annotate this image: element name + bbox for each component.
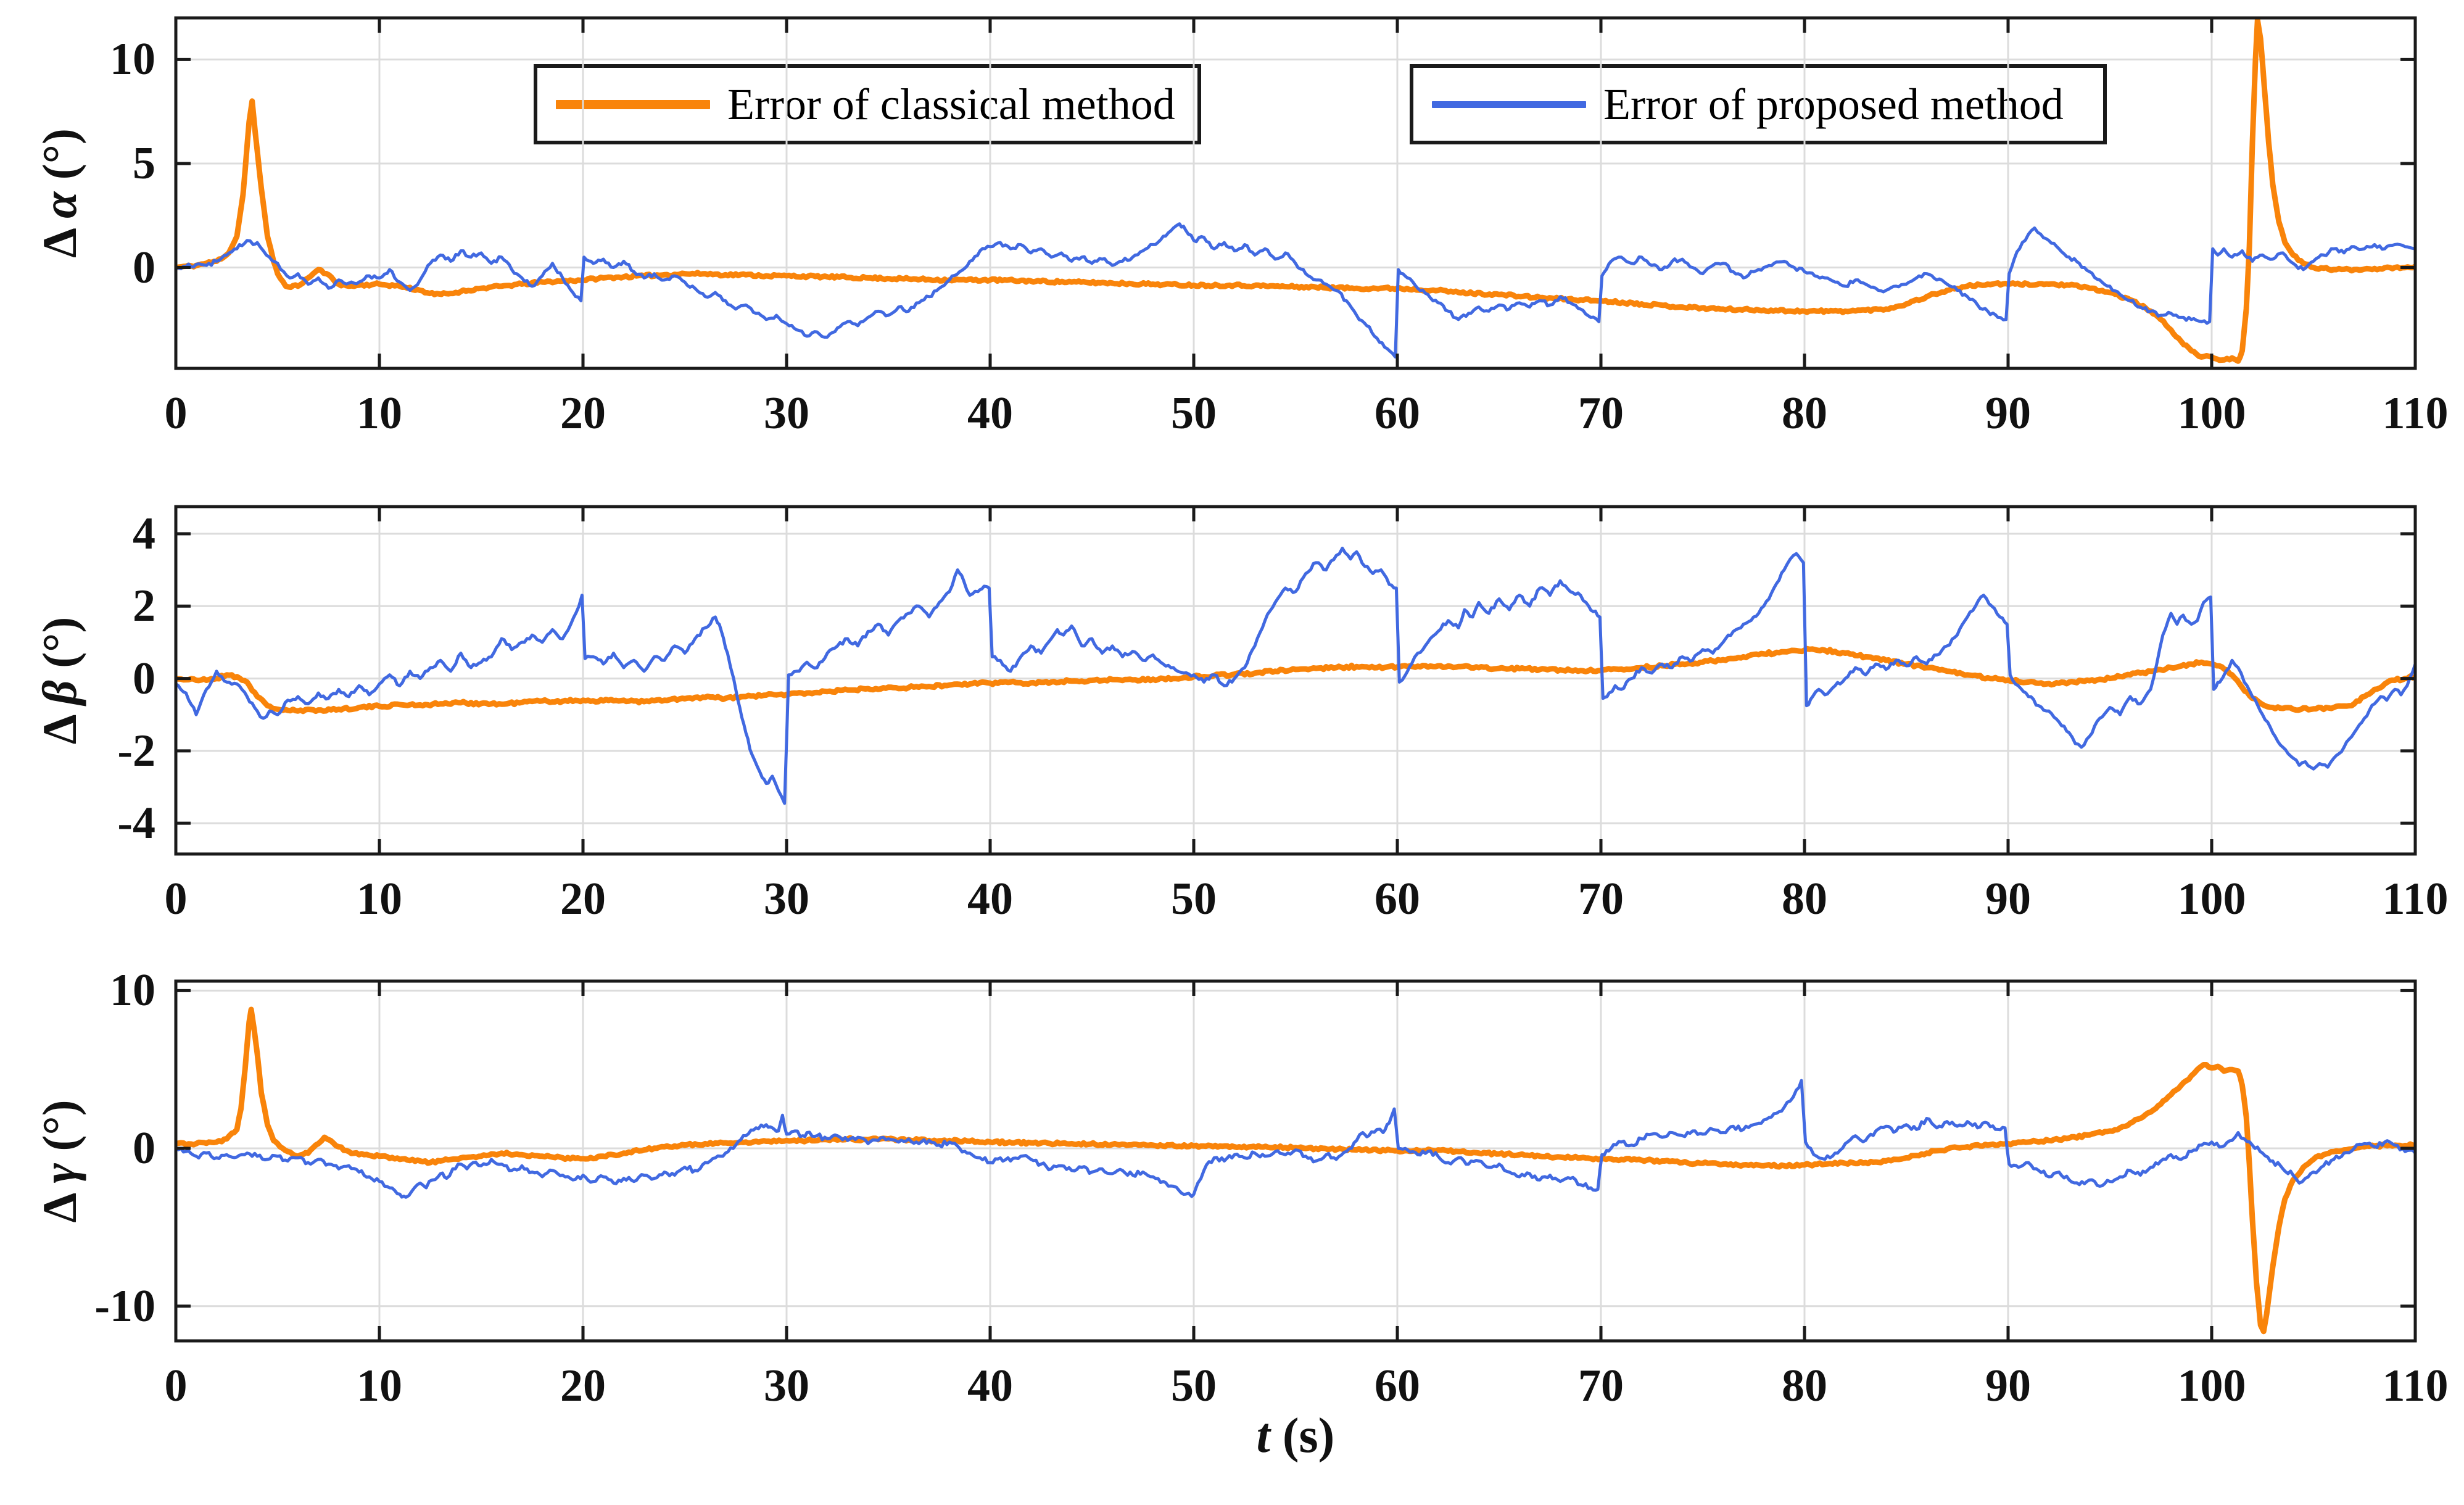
y-axis-label-part: (°)	[33, 128, 86, 192]
x-tick-label: 20	[560, 874, 606, 924]
subplot-beta	[174, 505, 2417, 856]
x-tick-label: 100	[2177, 388, 2246, 439]
y-axis-label-beta: Δ β (°)	[32, 616, 88, 744]
y-axis-label-part: Δ	[33, 1183, 86, 1223]
series-classical-beta	[177, 645, 2414, 715]
x-tick-label: 70	[1578, 874, 1624, 924]
x-tick-label: 50	[1171, 1361, 1217, 1411]
x-tick-label: 90	[1985, 874, 2031, 924]
subplot-alpha	[174, 16, 2417, 370]
y-axis-label-alpha: Δ α (°)	[32, 128, 88, 258]
x-tick-label: 60	[1375, 388, 1420, 439]
x-tick-label: 0	[164, 874, 188, 924]
y-tick-label: -4	[117, 798, 155, 849]
x-tick-label: 100	[2177, 874, 2246, 924]
y-tick-label: -2	[117, 725, 155, 776]
x-tick-label: 40	[967, 874, 1013, 924]
legend-line-proposed-icon	[1432, 101, 1586, 108]
x-axis-label-symbol: t	[1256, 1409, 1270, 1463]
y-tick-label: 5	[133, 138, 155, 189]
x-tick-label: 30	[764, 1361, 809, 1411]
y-tick-label: 0	[133, 1123, 155, 1174]
x-tick-label: 60	[1375, 1361, 1420, 1411]
y-axis-label-gamma: Δ γ (°)	[32, 1100, 88, 1222]
x-tick-label: 10	[357, 388, 402, 439]
x-tick-label: 70	[1578, 388, 1624, 439]
x-tick-label: 70	[1578, 1361, 1624, 1411]
x-tick-label: 0	[164, 388, 188, 439]
y-axis-label-part: Δ	[33, 218, 86, 258]
x-tick-label: 40	[967, 388, 1013, 439]
x-tick-label: 80	[1782, 1361, 1827, 1411]
y-axis-label-part: α	[33, 191, 86, 218]
legend-label-classical: Error of classical method	[727, 79, 1175, 129]
y-tick-label: 10	[110, 34, 155, 85]
y-tick-label: 0	[133, 653, 155, 704]
y-tick-label: -10	[94, 1280, 155, 1332]
subplot-gamma	[174, 979, 2417, 1343]
y-tick-label: 0	[133, 242, 155, 293]
x-tick-label: 60	[1375, 874, 1420, 924]
x-tick-label: 40	[967, 1361, 1013, 1411]
x-tick-label: 100	[2177, 1361, 2246, 1411]
y-tick-label: 10	[110, 965, 155, 1016]
x-tick-label: 10	[357, 874, 402, 924]
series-classical-alpha	[177, 19, 2414, 364]
x-tick-label: 20	[560, 1361, 606, 1411]
x-tick-label: 110	[2382, 388, 2449, 439]
x-tick-label: 20	[560, 388, 606, 439]
x-tick-label: 0	[164, 1361, 188, 1411]
x-tick-label: 80	[1782, 388, 1827, 439]
y-tick-label: 2	[133, 581, 155, 632]
x-tick-label: 110	[2382, 874, 2449, 924]
legend-line-classical-icon	[556, 99, 710, 109]
series-proposed-alpha	[177, 222, 2414, 359]
x-tick-label: 50	[1171, 388, 1217, 439]
x-tick-label: 80	[1782, 874, 1827, 924]
series-classical-gamma	[177, 1006, 2414, 1335]
x-tick-label: 90	[1985, 388, 2031, 439]
series-proposed-beta	[177, 546, 2414, 805]
x-tick-label: 90	[1985, 1361, 2031, 1411]
x-tick-label: 50	[1171, 874, 1217, 924]
legend-classical: Error of classical method	[534, 64, 1201, 144]
x-axis-label-unit: (s)	[1270, 1409, 1335, 1463]
legend-label-proposed: Error of proposed method	[1603, 79, 2064, 129]
x-tick-label: 10	[357, 1361, 402, 1411]
y-axis-label-part: γ	[33, 1163, 86, 1183]
x-tick-label: 110	[2382, 1361, 2449, 1411]
series-proposed-gamma	[177, 1079, 2414, 1199]
y-tick-label: 4	[133, 508, 155, 559]
legend-proposed: Error of proposed method	[1410, 64, 2107, 144]
y-axis-label-part: β	[33, 679, 86, 705]
y-axis-label-part: (°)	[33, 1099, 86, 1163]
x-tick-label: 30	[764, 874, 809, 924]
y-axis-label-part: Δ	[33, 704, 86, 744]
x-tick-label: 30	[764, 388, 809, 439]
y-axis-label-part: (°)	[33, 616, 86, 680]
x-axis-label: t (s)	[1110, 1408, 1481, 1464]
